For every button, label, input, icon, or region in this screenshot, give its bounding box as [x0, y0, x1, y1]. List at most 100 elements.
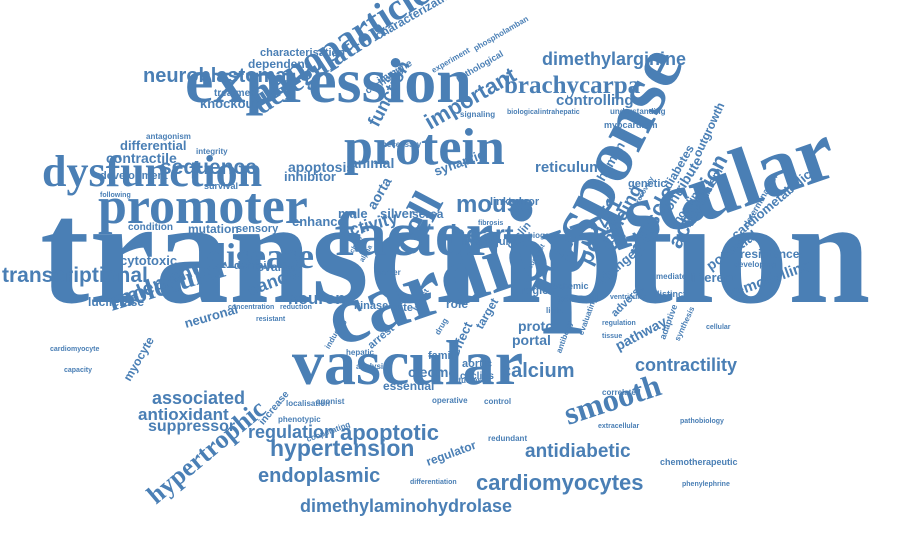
cloud-word: sensory — [236, 223, 279, 235]
cloud-word: myocyte — [120, 334, 157, 384]
cloud-word: domain — [234, 260, 274, 272]
cloud-word: transcription — [40, 171, 871, 335]
cloud-word: differential — [120, 138, 187, 153]
cloud-word: survival — [204, 181, 239, 191]
cloud-word: analysis — [356, 362, 388, 371]
cloud-word: tumor — [508, 196, 540, 208]
cloud-word: resistance — [740, 247, 800, 261]
cloud-word: proto — [518, 318, 554, 334]
cloud-word: cyclins — [460, 371, 494, 382]
cloud-word: ovarian — [257, 260, 300, 274]
cloud-word: silver — [380, 206, 414, 221]
cloud-word: region — [522, 285, 556, 297]
cloud-word: following — [100, 192, 131, 199]
cloud-word: ventricular — [610, 294, 646, 301]
cloud-word: ischemic — [550, 281, 589, 291]
cloud-word: capacity — [64, 367, 93, 374]
cloud-word: phenotypic — [278, 415, 321, 424]
cloud-word: neuron — [288, 289, 346, 308]
cloud-word: reduction — [280, 304, 312, 311]
cloud-word: cardiomyocyte — [50, 346, 100, 353]
cloud-word: essential — [383, 379, 435, 393]
cloud-word: operative — [432, 396, 468, 405]
cloud-word: biological — [507, 109, 540, 116]
cloud-word: knockout — [200, 96, 258, 111]
cloud-word: caused — [557, 291, 599, 305]
cloud-word: treatment — [214, 88, 260, 99]
cloud-word: mediate — [656, 272, 687, 281]
cloud-word: differentiation — [410, 479, 457, 486]
cloud-word: integrity — [196, 147, 228, 156]
cloud-word: role — [446, 297, 469, 311]
cloud-word: redundant — [488, 434, 528, 443]
cloud-word: brachycarpa — [504, 72, 641, 99]
cloud-word: antioxidant — [138, 405, 229, 424]
cloud-word: aortic — [462, 358, 492, 370]
cloud-word: associated — [152, 388, 246, 408]
cloud-word: pathobiology — [680, 418, 724, 425]
cloud-word: distinct — [654, 289, 687, 299]
cloud-word: apoptosis — [288, 159, 355, 175]
cloud-word: different — [684, 270, 736, 285]
cloud-word: apoptotic — [340, 420, 439, 445]
cloud-word: family — [428, 350, 460, 362]
cloud-word: antidiabetic — [525, 441, 631, 462]
cloud-word: disease — [206, 236, 314, 276]
cloud-word: genetic — [628, 178, 667, 190]
cloud-word: animal — [350, 155, 395, 171]
cloud-word: concentration — [228, 304, 275, 311]
cloud-word: extracellular — [598, 423, 640, 430]
cloud-word: tissue — [602, 333, 623, 340]
cloud-word: regulation — [602, 320, 636, 327]
cloud-word: resistant — [256, 316, 286, 323]
cloud-word: portal — [512, 332, 551, 348]
cloud-word: endoplasmic — [258, 465, 381, 487]
cloud-word: control — [484, 397, 512, 406]
cloud-word: fibrosis — [478, 220, 504, 227]
cloud-word: contractile — [106, 150, 177, 166]
cloud-word: protein — [344, 119, 505, 176]
cloud-word: controlling — [556, 92, 634, 109]
cloud-word: serca — [412, 207, 444, 221]
cloud-word: enhance — [292, 214, 345, 229]
cloud-word: developing — [734, 260, 777, 269]
cloud-word: intrahepatic — [540, 109, 580, 116]
cloud-word: characterisation — [260, 47, 345, 59]
cloud-word: cardiomyocytes — [476, 470, 644, 495]
cloud-word: light — [546, 306, 563, 315]
cloud-word: vascular — [292, 327, 524, 398]
cloud-word: antagonism — [146, 132, 191, 141]
cloud-word: localisation — [286, 399, 331, 408]
cloud-word: regulation — [248, 422, 336, 442]
cloud-word: neuroblastoma — [143, 65, 287, 87]
cloud-word: chemotherapeutic — [660, 457, 738, 467]
cloud-word: dimethylaminohydrolase — [300, 496, 513, 516]
cloud-word: understanding — [610, 107, 666, 116]
cloud-word: calcium — [500, 360, 575, 382]
cloud-word: vivo — [610, 232, 627, 241]
cloud-word: contractility — [635, 355, 738, 375]
cloud-word: heart — [450, 219, 514, 249]
cloud-word: marker — [374, 268, 401, 277]
cloud-word: signaling — [460, 110, 496, 119]
cloud-word: cellular — [706, 324, 731, 331]
cloud-word: hepatic — [346, 348, 375, 357]
cloud-word: kinase — [354, 300, 389, 312]
cloud-word: hypertension — [270, 435, 415, 461]
cloud-word: promoter — [98, 178, 308, 235]
cloud-word: dysfunction — [42, 147, 263, 196]
cloud-word: condition — [128, 222, 173, 233]
cloud-word: factor — [335, 201, 494, 269]
cloud-word: development — [100, 170, 168, 182]
cloud-word: studies — [454, 376, 483, 385]
cloud-word: mutation — [188, 222, 239, 236]
cloud-word: dimethylarginine — [542, 49, 687, 69]
cloud-word: myocardium — [604, 120, 658, 130]
cloud-word: cytotoxic — [120, 253, 178, 268]
cloud-word: agonist — [316, 397, 345, 406]
cloud-word: injury — [486, 236, 516, 248]
cloud-word: necessary — [382, 140, 422, 149]
cloud-word: inhibitor — [284, 169, 336, 184]
cloud-word: suppressor — [148, 418, 236, 435]
